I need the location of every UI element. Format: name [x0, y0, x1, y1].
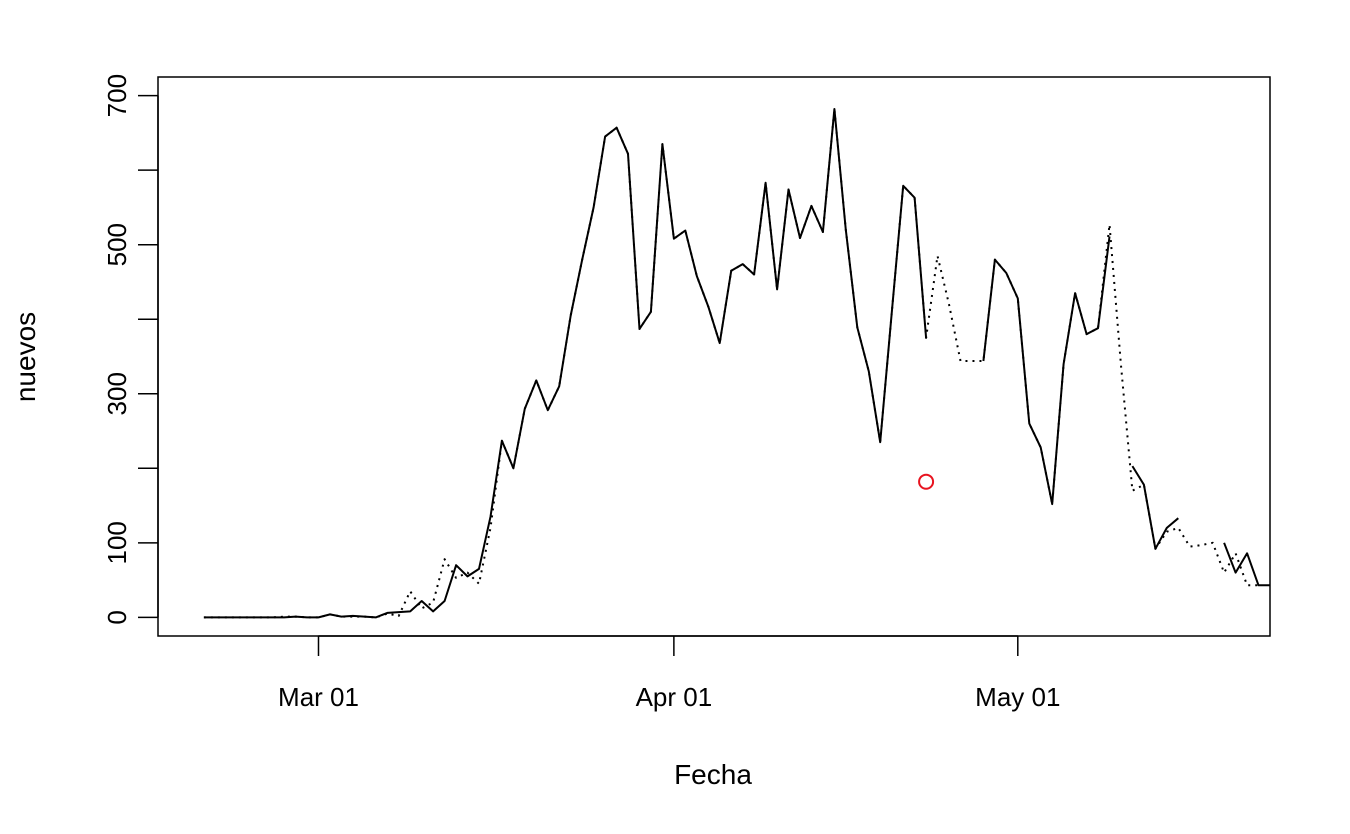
series-layer — [203, 108, 1270, 619]
y-tick-label: 100 — [102, 521, 132, 564]
x-tick-label: May 01 — [975, 682, 1060, 712]
y-axis-title: nuevos — [10, 312, 41, 402]
axes-layer: 0 100 300 500 700 Mar 01 Apr 01 May 01 — [102, 74, 1060, 712]
series-line-solid — [203, 108, 1270, 619]
highlight-point — [918, 473, 935, 490]
series-line-dotted — [203, 108, 1259, 619]
x-tick-label: Mar 01 — [278, 682, 359, 712]
plot-frame — [157, 76, 1271, 637]
y-tick-label: 700 — [102, 74, 132, 117]
x-axis-title: Fecha — [674, 759, 752, 790]
y-tick-label: 0 — [102, 610, 132, 624]
y-tick-label: 300 — [102, 372, 132, 415]
y-tick-label: 500 — [102, 223, 132, 266]
x-tick-label: Apr 01 — [636, 682, 713, 712]
